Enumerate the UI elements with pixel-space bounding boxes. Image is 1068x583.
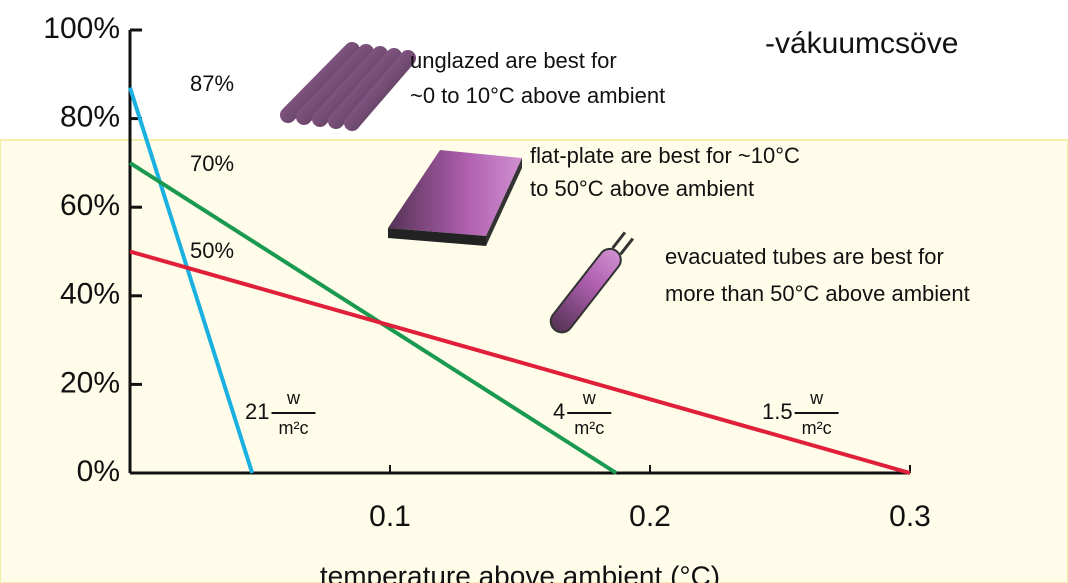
slope-unit-bottom: m²c	[574, 418, 604, 438]
annotation: to 50°C above ambient	[530, 176, 754, 201]
annotation: flat-plate are best for ~10°C	[530, 143, 800, 168]
y-tick-label: 100%	[43, 12, 120, 45]
slope-label: 4	[553, 399, 565, 424]
annotation: unglazed are best for	[410, 48, 617, 73]
slope-unit-top: w	[582, 388, 597, 408]
chart: 0%20%40%60%80%100%0.10.20.321wm²c4wm²c1.…	[0, 0, 1068, 583]
x-axis-label: temperature above ambient (°C)	[320, 560, 720, 583]
y-tick-label: 0%	[77, 455, 120, 488]
y-tick-label: 80%	[60, 101, 120, 134]
unglazed-icon	[288, 50, 408, 123]
annotation: ~0 to 10°C above ambient	[410, 83, 665, 108]
chart-title: -vákuumcsöve	[765, 27, 958, 60]
slope-unit-bottom: m²c	[802, 418, 832, 438]
annotation: 50%	[190, 238, 234, 263]
slope-unit-bottom: m²c	[278, 418, 308, 438]
annotation: 87%	[190, 71, 234, 96]
page: {"chart_data": { "type": "line", "title"…	[0, 0, 1068, 583]
slope-unit-top: w	[286, 388, 301, 408]
x-tick-label: 0.2	[629, 500, 671, 533]
slope-label: 1.5	[762, 399, 793, 424]
annotation: 70%	[190, 151, 234, 176]
x-tick-label: 0.3	[889, 500, 931, 533]
annotation: more than 50°C above ambient	[665, 281, 970, 306]
y-tick-label: 40%	[60, 278, 120, 311]
x-tick-label: 0.1	[369, 500, 411, 533]
y-tick-label: 20%	[60, 366, 120, 399]
y-tick-label: 60%	[60, 189, 120, 222]
annotation: evacuated tubes are best for	[665, 244, 944, 269]
slope-label: 21	[245, 399, 269, 424]
slope-unit-top: w	[809, 388, 824, 408]
